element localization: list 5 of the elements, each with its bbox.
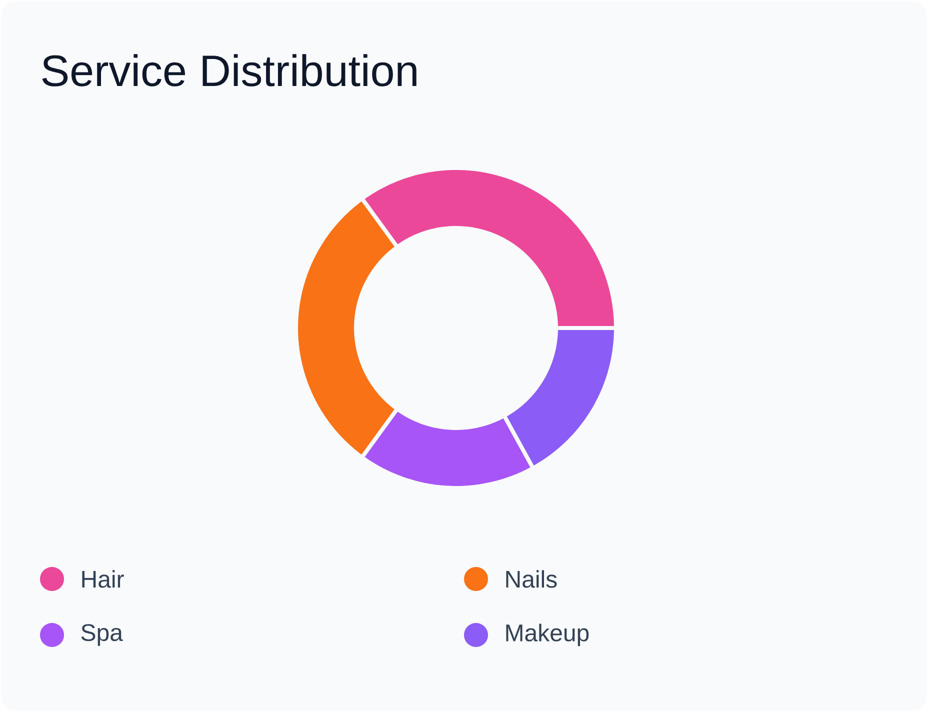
legend-label: Spa [81, 624, 123, 646]
legend-label: Makeup [506, 624, 589, 646]
legend-label: Nails [506, 570, 557, 588]
legend-label: Hair [82, 570, 124, 588]
chart-title: Service Distribution [42, 54, 416, 86]
